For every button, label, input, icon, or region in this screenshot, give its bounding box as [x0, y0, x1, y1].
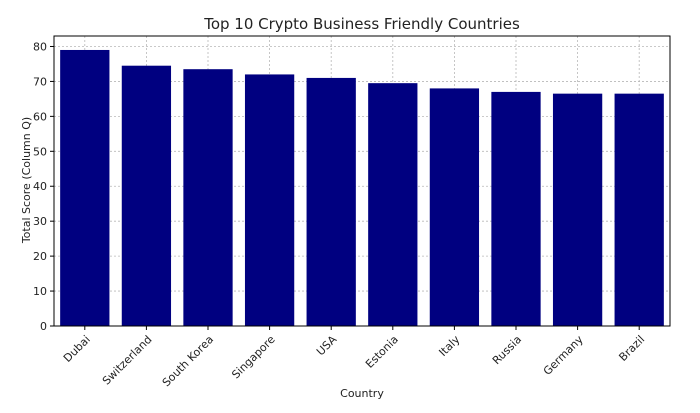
y-tick-label: 60: [33, 110, 47, 123]
bar: [306, 77, 356, 327]
x-tick-label: Russia: [490, 333, 524, 367]
chart-title: Top 10 Crypto Business Friendly Countrie…: [203, 15, 520, 33]
x-ticks: Dubai Switzerland South Korea Singapore USA E…: [61, 326, 647, 389]
bar: [244, 74, 295, 326]
bar: [491, 91, 541, 326]
y-ticks: 0 10 20 30 40 50 60 70 80: [33, 40, 54, 333]
y-tick-label: 40: [33, 180, 47, 193]
bar: [183, 69, 233, 326]
bar: [60, 49, 110, 327]
x-tick-label: Germany: [541, 333, 586, 378]
x-tick-label: Singapore: [229, 333, 278, 382]
x-tick-label: Dubai: [61, 333, 93, 365]
x-axis-label: Country: [340, 387, 384, 400]
x-tick-label: Estonia: [363, 333, 401, 371]
x-tick-label: Italy: [436, 333, 462, 359]
y-tick-label: 80: [33, 40, 47, 53]
y-tick-label: 10: [33, 285, 47, 298]
bar: [552, 93, 603, 326]
y-tick-label: 70: [33, 75, 47, 88]
y-axis-label: Total Score (Column Q): [20, 117, 33, 244]
x-tick-label: USA: [314, 333, 340, 359]
bar: [368, 83, 418, 327]
bar: [614, 93, 664, 326]
y-tick-label: 30: [33, 215, 47, 228]
bar: [121, 65, 172, 326]
bar: [429, 88, 480, 326]
bars: [60, 49, 664, 327]
x-tick-label: Brazil: [616, 333, 647, 364]
x-tick-label: South Korea: [160, 333, 216, 389]
axes: [53, 35, 671, 327]
x-tick-label: Switzerland: [100, 333, 155, 388]
plot-frame: [53, 35, 671, 327]
y-tick-label: 0: [40, 320, 47, 333]
y-tick-label: 20: [33, 250, 47, 263]
y-tick-label: 50: [33, 145, 47, 158]
